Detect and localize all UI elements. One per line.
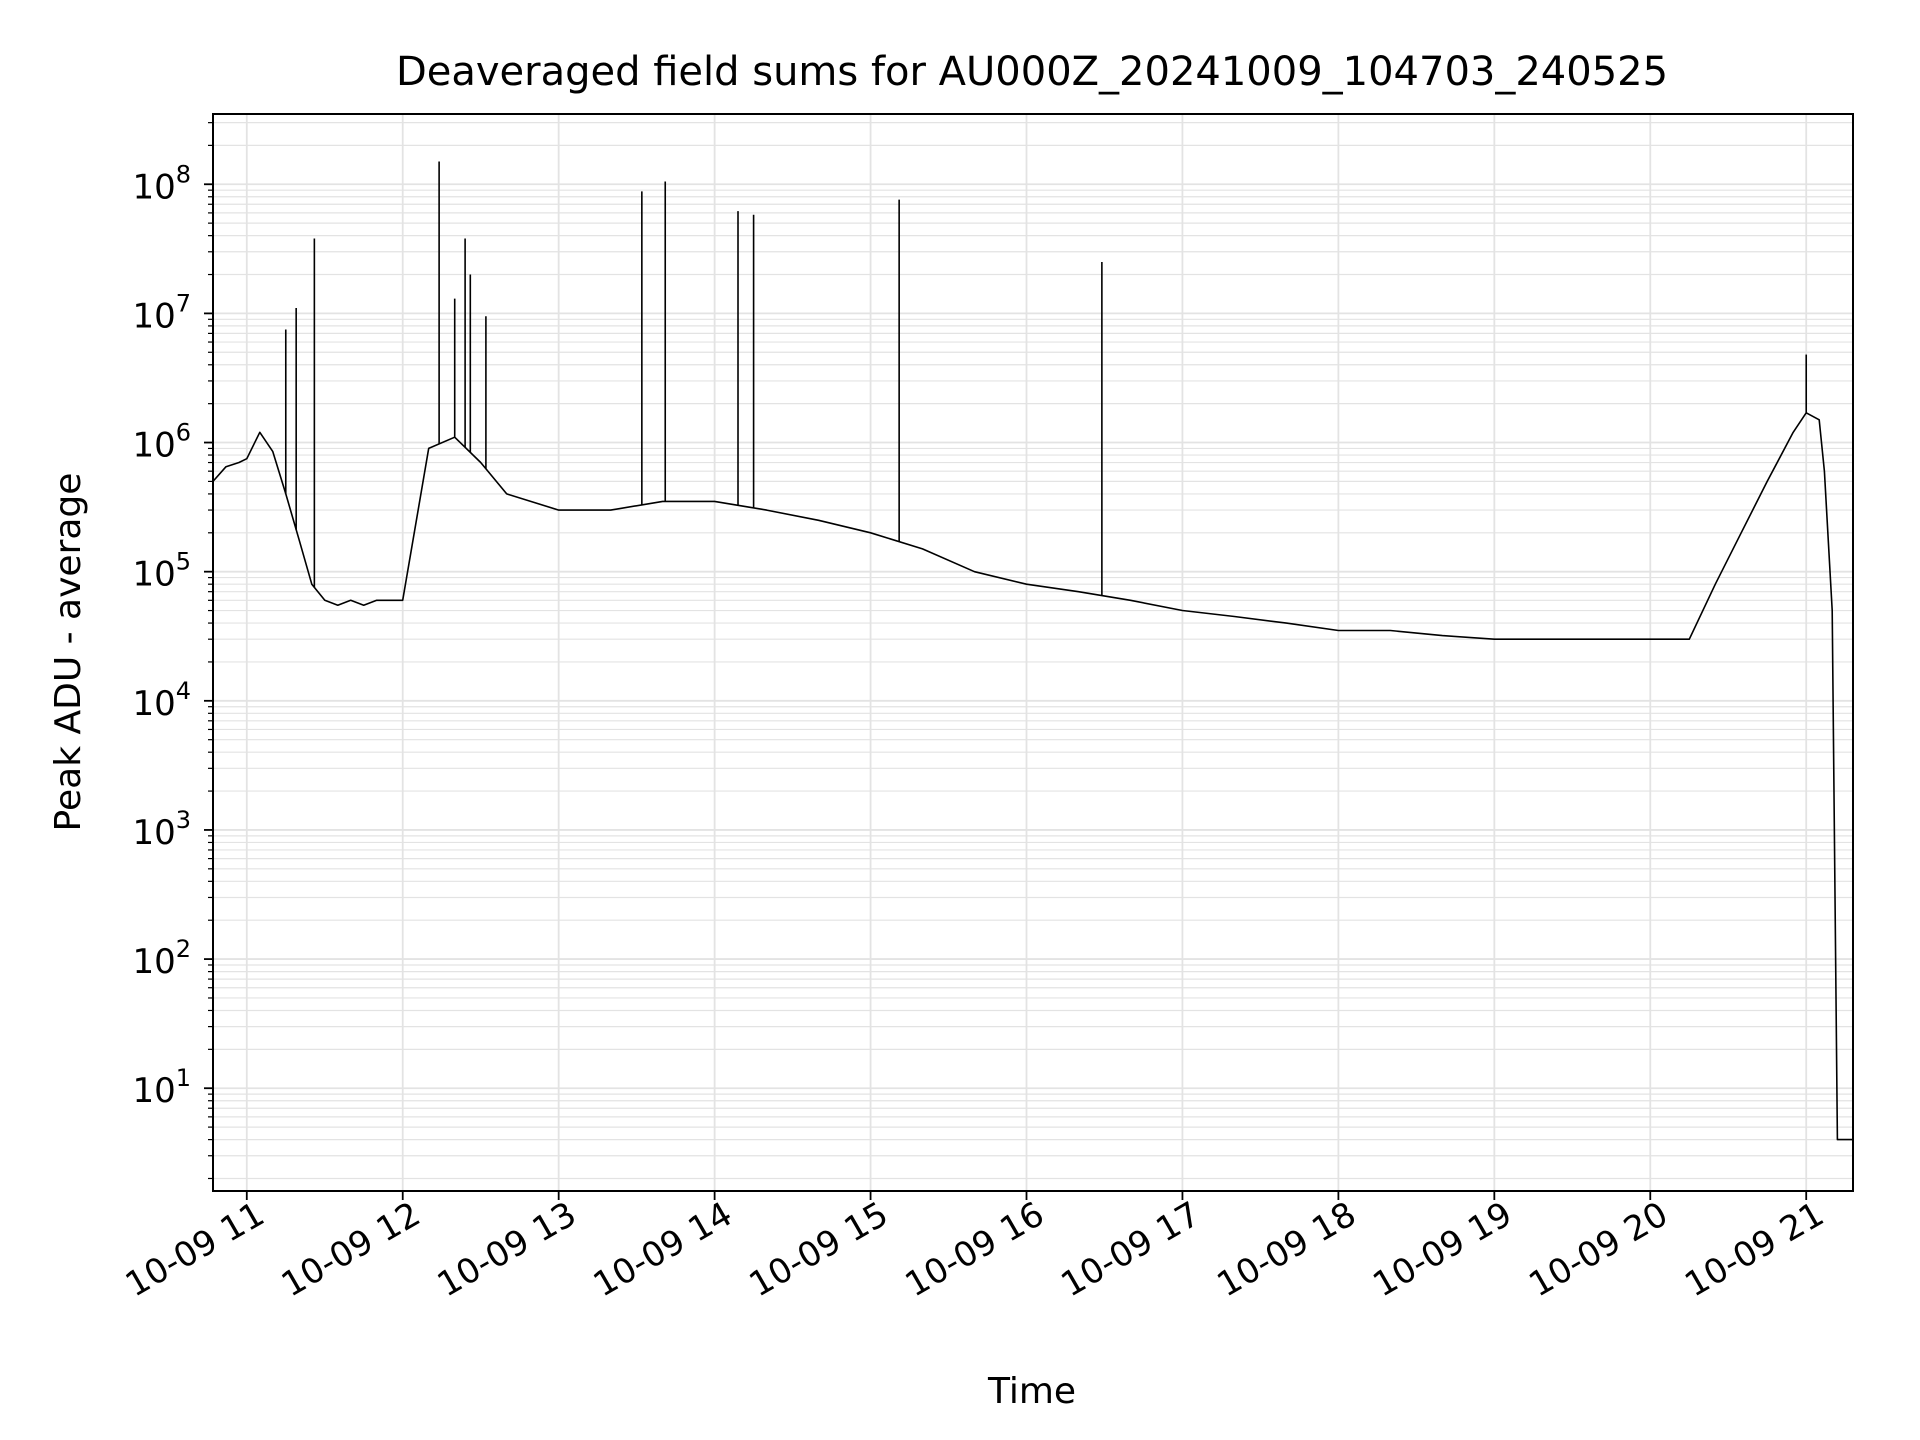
y-tick-label-exponent: 4 [176, 677, 191, 705]
plot-frame [212, 113, 1854, 1192]
y-tick-label-exponent: 8 [176, 160, 191, 188]
y-tick-label-exponent: 5 [176, 548, 191, 576]
x-tick-label: 10-09 19 [1366, 1194, 1518, 1305]
y-tick-label: 108 [132, 160, 191, 207]
y-tick-label-base: 10 [132, 426, 175, 466]
y-tick-label: 103 [132, 806, 191, 853]
x-tick-label: 10-09 20 [1522, 1194, 1674, 1305]
x-tick-label: 10-09 16 [899, 1194, 1051, 1305]
y-tick-label-base: 10 [132, 1071, 175, 1111]
x-tick-label: 10-09 14 [587, 1194, 739, 1305]
x-tick-label: 10-09 18 [1210, 1194, 1362, 1305]
chart-title: Deaveraged field sums for AU000Z_2024100… [396, 49, 1668, 95]
y-tick-label: 105 [132, 548, 191, 595]
x-axis-label: Time [987, 1371, 1076, 1412]
y-tick-label: 101 [132, 1064, 191, 1111]
data-layer [212, 161, 1853, 1141]
y-tick-label: 106 [132, 419, 191, 466]
y-tick-label-exponent: 1 [176, 1064, 191, 1092]
y-tick-label-base: 10 [132, 555, 175, 595]
y-tick-label: 102 [132, 935, 191, 982]
y-tick-label-base: 10 [132, 167, 175, 207]
y-tick-label-base: 10 [132, 296, 175, 336]
y-tick-label: 107 [132, 289, 191, 336]
grid-layer [213, 114, 1853, 1191]
series-line [212, 411, 1853, 1141]
x-tick-label: 10-09 11 [119, 1194, 271, 1305]
y-tick-label-exponent: 6 [176, 419, 191, 447]
y-tick-label: 104 [132, 677, 191, 724]
x-tick-label: 10-09 17 [1055, 1194, 1207, 1305]
x-tick-label: 10-09 15 [743, 1194, 895, 1305]
y-tick-label-base: 10 [132, 942, 175, 982]
y-tick-label-exponent: 7 [176, 289, 191, 317]
y-tick-label-exponent: 3 [176, 806, 191, 834]
y-tick-label-base: 10 [132, 684, 175, 724]
y-tick-label-base: 10 [132, 813, 175, 853]
x-tick-label: 10-09 12 [275, 1194, 427, 1305]
x-tick-label: 10-09 21 [1678, 1194, 1830, 1305]
y-axis-label: Peak ADU - average [48, 473, 89, 832]
x-tick-label: 10-09 13 [431, 1194, 583, 1305]
y-tick-label-exponent: 2 [176, 935, 191, 963]
